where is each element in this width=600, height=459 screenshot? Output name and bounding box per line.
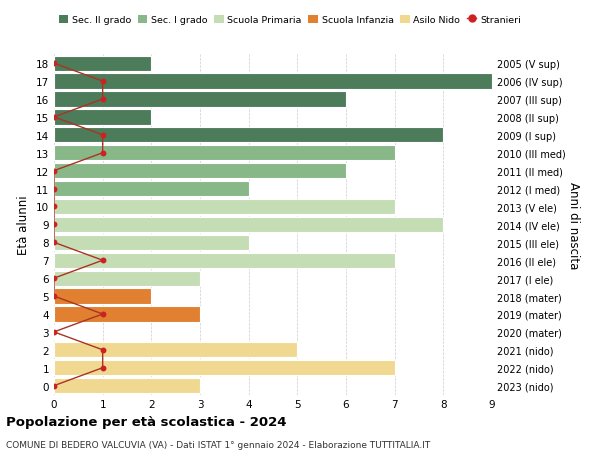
Point (98, 364, 107, 372)
Point (98, 347, 107, 354)
Y-axis label: Età alunni: Età alunni (17, 195, 31, 255)
Point (49, 221, 59, 229)
Point (49, 114, 59, 121)
Legend: Sec. II grado, Sec. I grado, Scuola Primaria, Scuola Infanzia, Asilo Nido, Stran: Sec. II grado, Sec. I grado, Scuola Prim… (59, 16, 521, 25)
Point (49, 203, 59, 211)
Bar (54, 146, 395, 161)
Bar (54, 342, 298, 358)
Point (49, 275, 59, 282)
Bar (54, 74, 492, 90)
Point (98, 132, 107, 139)
Bar (54, 92, 346, 107)
Bar (54, 56, 151, 72)
Point (98, 78, 107, 85)
Point (98, 311, 107, 318)
Bar (54, 235, 248, 251)
Point (49, 185, 59, 193)
Point (98, 96, 107, 103)
Bar (54, 289, 151, 304)
Bar (54, 378, 200, 393)
Point (49, 293, 59, 300)
Bar (54, 110, 151, 125)
Point (49, 60, 59, 67)
Point (98, 257, 107, 264)
Bar (54, 128, 443, 143)
Text: COMUNE DI BEDERO VALCUVIA (VA) - Dati ISTAT 1° gennaio 2024 - Elaborazione TUTTI: COMUNE DI BEDERO VALCUVIA (VA) - Dati IS… (6, 440, 430, 449)
Bar (54, 199, 395, 215)
Bar (54, 253, 395, 268)
Text: Popolazione per età scolastica - 2024: Popolazione per età scolastica - 2024 (6, 415, 287, 428)
Point (49, 239, 59, 246)
Bar (54, 217, 443, 233)
Bar (54, 271, 200, 286)
Point (98, 150, 107, 157)
Point (49, 329, 59, 336)
Y-axis label: Anni di nascita: Anni di nascita (566, 181, 580, 269)
Bar (54, 164, 346, 179)
Bar (54, 307, 200, 322)
Point (49, 168, 59, 175)
Point (49, 382, 59, 390)
Bar (54, 360, 395, 375)
Bar (54, 182, 248, 197)
